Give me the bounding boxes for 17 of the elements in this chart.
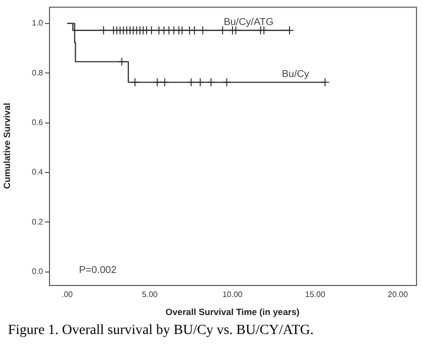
- y-tick-label: 1.0: [32, 18, 44, 28]
- series-label: Bu/Cy: [282, 69, 310, 80]
- x-axis-title: Overall Survival Time (in years): [166, 307, 300, 318]
- x-tick-label: 20.00: [388, 290, 408, 300]
- text: Figure 1. Overall survival by BU/Cy vs. BU/CY/ATG.: [8, 323, 315, 339]
- y-tick-label: 0.0: [32, 267, 44, 276]
- x-tick-label: 10.00: [222, 290, 244, 300]
- x-tick-label: .00: [62, 290, 74, 300]
- y-axis-title: Cumulative Survival: [2, 102, 12, 189]
- series-label: Bu/Cy/ATG: [224, 17, 274, 28]
- x-tick-label: 5.00: [142, 290, 158, 300]
- x-tick-label: 15.00: [305, 290, 326, 300]
- y-tick-label: 0.8: [32, 68, 44, 78]
- y-tick-label: 0.6: [32, 118, 44, 128]
- y-tick-label: 0.2: [32, 217, 44, 226]
- y-tick-label: 0.4: [32, 168, 44, 177]
- annotation: P=0.002: [79, 265, 117, 276]
